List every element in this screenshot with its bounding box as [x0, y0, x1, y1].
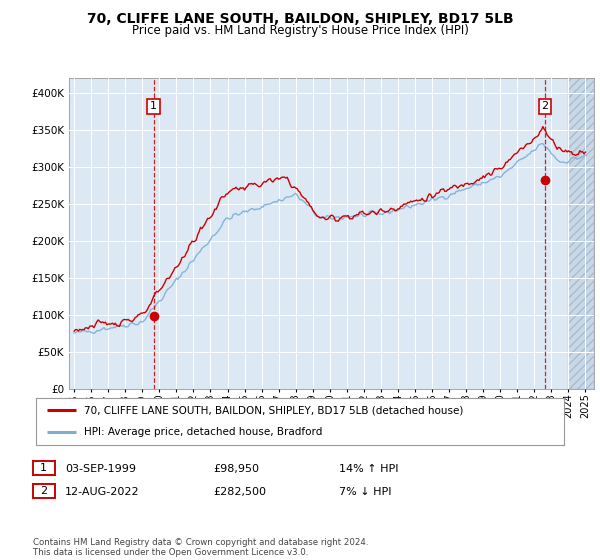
Text: HPI: Average price, detached house, Bradford: HPI: Average price, detached house, Brad…: [83, 427, 322, 437]
Text: 70, CLIFFE LANE SOUTH, BAILDON, SHIPLEY, BD17 5LB (detached house): 70, CLIFFE LANE SOUTH, BAILDON, SHIPLEY,…: [83, 405, 463, 416]
Text: Price paid vs. HM Land Registry's House Price Index (HPI): Price paid vs. HM Land Registry's House …: [131, 24, 469, 36]
Text: 2: 2: [40, 486, 47, 496]
Text: 12-AUG-2022: 12-AUG-2022: [65, 487, 139, 497]
Bar: [568, 78, 594, 389]
Text: Contains HM Land Registry data © Crown copyright and database right 2024.
This d: Contains HM Land Registry data © Crown c…: [33, 538, 368, 557]
Text: 03-SEP-1999: 03-SEP-1999: [65, 464, 136, 474]
Text: 1: 1: [40, 463, 47, 473]
Text: £282,500: £282,500: [213, 487, 266, 497]
Text: 14% ↑ HPI: 14% ↑ HPI: [339, 464, 398, 474]
Text: 2: 2: [541, 101, 548, 111]
Text: £98,950: £98,950: [213, 464, 259, 474]
Bar: [568, 78, 594, 389]
Text: 7% ↓ HPI: 7% ↓ HPI: [339, 487, 391, 497]
Text: 70, CLIFFE LANE SOUTH, BAILDON, SHIPLEY, BD17 5LB: 70, CLIFFE LANE SOUTH, BAILDON, SHIPLEY,…: [86, 12, 514, 26]
Text: 1: 1: [150, 101, 157, 111]
